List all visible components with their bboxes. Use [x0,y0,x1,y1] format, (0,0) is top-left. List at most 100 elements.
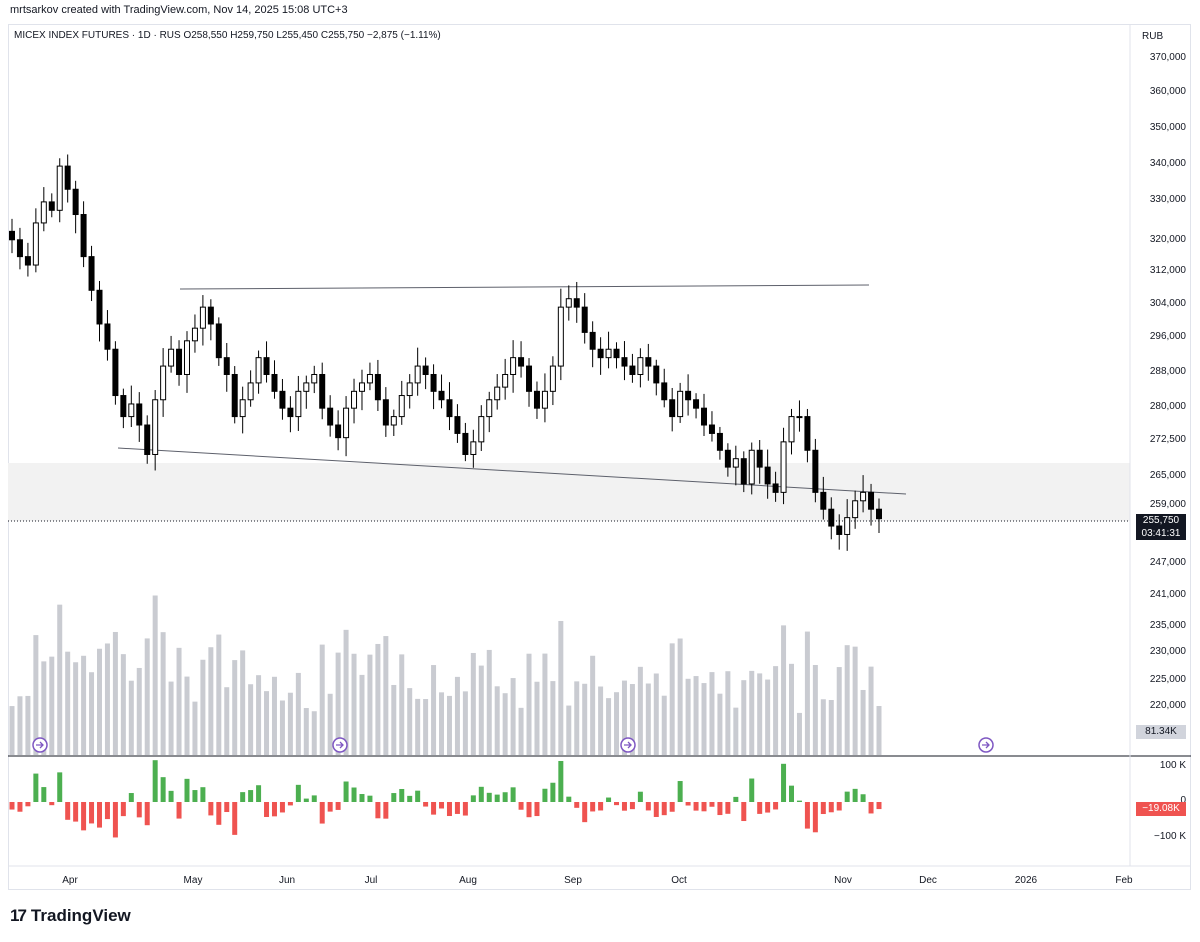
price-tick: 312,000 [1149,265,1186,276]
time-tick: Jul [364,875,378,886]
event-markers [32,737,994,753]
volume-bar [327,693,333,755]
candle-body [693,399,700,409]
candle-body [40,201,47,224]
delta-bar [804,802,810,829]
candle-body [541,390,548,409]
candle-body [351,390,358,409]
delta-bar [128,793,134,802]
volume-bar [120,654,126,755]
candle-body [780,441,787,493]
price-tick: 350,000 [1149,122,1186,133]
candle-body [804,416,811,451]
delta-bar [868,802,874,814]
candle-body [239,399,246,418]
candle-body [470,441,477,455]
time-tick: Sep [564,875,582,886]
delta-bar [757,802,763,814]
delta-bar [311,795,317,802]
volume-bar [184,676,190,755]
symbol-name: MICEX INDEX FUTURES · 1D · RUS [14,30,181,41]
volume-bar [796,712,802,755]
volume-bar [351,653,357,755]
delta-bar [773,802,779,810]
volume-bar [550,681,556,755]
delta-bar [828,802,834,813]
delta-bar [271,802,277,817]
candle-body [502,373,509,388]
price-tick: 265,000 [1149,470,1186,481]
candle-body [56,165,63,211]
candle-body [255,357,262,384]
candle-body [533,390,540,409]
candle-body [279,390,286,409]
candle-body [836,525,843,535]
time-tick: Apr [62,875,78,886]
delta-bar [478,786,484,802]
candle-body [581,306,588,333]
candle-body [311,373,318,384]
volume-bar [240,650,246,755]
candle-body [207,306,214,325]
candle-body [287,407,294,418]
candle-body [414,365,421,384]
candle-body [231,373,238,418]
volume-bar [168,681,174,755]
candle-body [104,323,111,350]
volume-bar [216,634,222,755]
price-tick: 225,000 [1149,674,1186,685]
symbol-legend: MICEX INDEX FUTURES · 1D · RUS O258,550 … [14,30,441,41]
volume-bar [128,680,134,755]
delta-bar [733,796,739,802]
candle-body [557,306,564,367]
candle-body [621,357,628,367]
candle-body [446,399,453,418]
delta-bar [264,802,270,817]
candle-body [96,289,103,325]
price-tick: 241,000 [1149,589,1186,600]
time-tick: Oct [671,875,687,886]
volume-bar [590,655,596,755]
delta-bar [542,788,548,802]
volume-bar [399,654,405,755]
volume-bar [582,683,588,755]
volume-bar [486,649,492,755]
volume-bar [534,681,540,755]
volume-bar [232,660,238,755]
delta-bar [73,802,79,822]
candle-body [9,230,15,241]
candle-body [16,239,23,258]
candle-body [645,357,652,367]
candle-body [382,399,389,426]
candle-body [844,517,851,535]
candle-body [454,416,461,434]
candle-body [772,483,779,493]
volume-bar [502,693,508,755]
time-tick: Nov [834,875,852,886]
delta-bar [765,802,771,813]
volume-bar [41,661,47,755]
candle-body [24,256,31,266]
delta-bar [287,802,293,806]
volume-bar [804,631,810,755]
delta-bar [96,802,102,828]
volume-bar [264,691,270,755]
volume-bar [287,692,293,755]
volume-bar [717,693,723,755]
delta-bar [343,781,349,802]
time-tick: Feb [1115,875,1133,886]
volume-bar [494,686,500,755]
delta-bar [629,802,635,810]
delta-bar [359,794,365,802]
delta-bar [574,802,580,808]
volume-bar [176,647,182,755]
candle-body [597,348,604,359]
delta-bar [645,802,651,811]
delta-bar [216,802,222,825]
volume-bar [820,699,826,755]
candle-body [295,390,302,418]
delta-bar [677,781,683,802]
delta-bar [502,792,508,802]
price-tick: 230,000 [1149,646,1186,657]
time-tick: 2026 [1014,875,1038,886]
